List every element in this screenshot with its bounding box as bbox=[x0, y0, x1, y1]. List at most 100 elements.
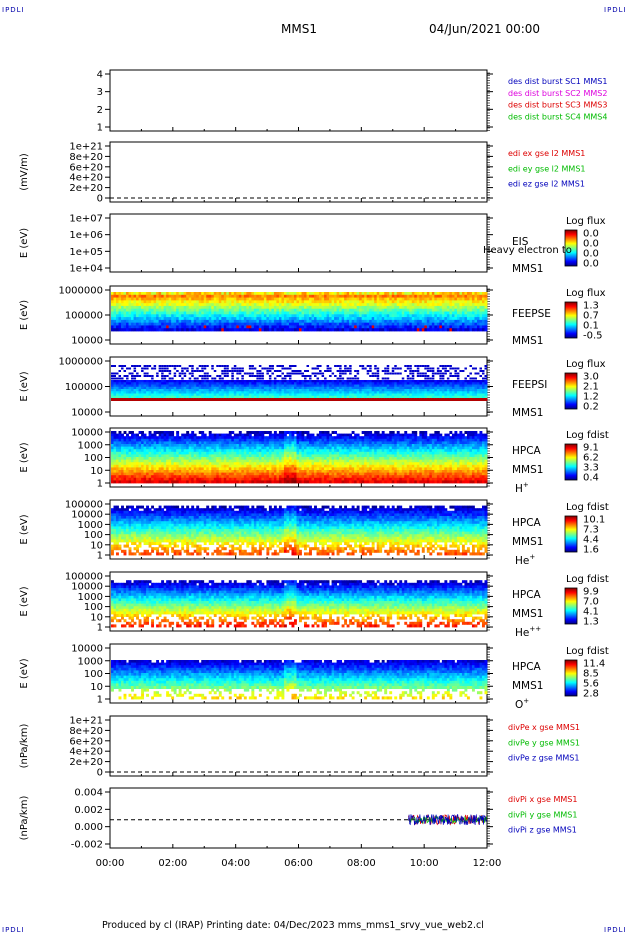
heatmap-cell bbox=[221, 380, 225, 383]
heatmap-cell bbox=[223, 386, 227, 390]
instrument-label: FEEPSE bbox=[512, 308, 551, 320]
heatmap-cell bbox=[208, 382, 212, 385]
heatmap-cell bbox=[176, 451, 180, 455]
heatmap-cell bbox=[138, 470, 142, 473]
heatmap-cell bbox=[476, 297, 480, 301]
heatmap-cell bbox=[268, 294, 272, 298]
heatmap-cell bbox=[286, 325, 290, 329]
heatmap-cell bbox=[281, 325, 285, 329]
heatmap-cell bbox=[461, 386, 465, 390]
heatmap-cell bbox=[193, 382, 197, 385]
heatmap-cell bbox=[261, 319, 265, 324]
heatmap-cell bbox=[276, 384, 280, 388]
heatmap-cell bbox=[476, 308, 480, 312]
heatmap-cell bbox=[304, 300, 307, 304]
heatmap-cell bbox=[131, 454, 134, 458]
heatmap-cell bbox=[293, 365, 297, 367]
heatmap-cell bbox=[421, 303, 425, 307]
heatmap-cell bbox=[376, 303, 380, 307]
heatmap-cell bbox=[364, 382, 368, 385]
heatmap-cell bbox=[201, 297, 205, 301]
heatmap-cell bbox=[243, 389, 247, 392]
heatmap-cell bbox=[213, 308, 217, 312]
heatmap-cell bbox=[173, 436, 177, 440]
heatmap-cell bbox=[354, 391, 358, 394]
heatmap-cell bbox=[153, 467, 157, 471]
heatmap-cell bbox=[203, 451, 207, 455]
heatmap-cell bbox=[156, 431, 160, 434]
heatmap-cell bbox=[351, 386, 355, 390]
heatmap-cell bbox=[201, 314, 205, 318]
heatmap-cell bbox=[319, 314, 322, 318]
heatmap-cell bbox=[419, 303, 423, 307]
heatmap-cell bbox=[386, 317, 390, 321]
heatmap-cell bbox=[481, 377, 485, 380]
heatmap-cell bbox=[166, 444, 170, 447]
heatmap-cell bbox=[208, 319, 212, 324]
heatmap-cell bbox=[286, 300, 290, 304]
heatmap-cell bbox=[411, 314, 415, 318]
heatmap-cell bbox=[201, 480, 205, 484]
heatmap-cell bbox=[469, 303, 473, 307]
heatmap-cell bbox=[148, 395, 152, 399]
heatmap-cell bbox=[288, 292, 292, 296]
heatmap-cell bbox=[136, 454, 139, 458]
heatmap-cell bbox=[444, 328, 448, 332]
heatmap-cell bbox=[341, 319, 345, 324]
heatmap-cell bbox=[481, 308, 485, 312]
heatmap-cell bbox=[426, 300, 430, 304]
heatmap-cell bbox=[151, 475, 155, 479]
heatmap-cell bbox=[316, 367, 320, 370]
heatmap-cell bbox=[193, 480, 197, 484]
heatmap-cell bbox=[314, 325, 317, 329]
heatmap-cell bbox=[203, 398, 207, 401]
heatmap-cell bbox=[299, 382, 302, 385]
heatmap-cell bbox=[431, 314, 435, 318]
heatmap-cell bbox=[183, 480, 187, 484]
heatmap-cell bbox=[304, 377, 307, 380]
heatmap-cell bbox=[359, 305, 363, 310]
heatmap-cell bbox=[401, 300, 405, 304]
y-tick-label: 2 bbox=[97, 105, 103, 116]
heatmap-cell bbox=[138, 308, 142, 312]
heatmap-cell bbox=[116, 459, 119, 463]
heatmap-cell bbox=[193, 389, 197, 392]
heatmap-cell bbox=[168, 328, 172, 332]
heatmap-cell bbox=[191, 292, 195, 296]
heatmap-cell bbox=[414, 300, 418, 304]
heatmap-cell bbox=[141, 370, 144, 372]
heatmap-cell bbox=[339, 377, 342, 380]
heatmap-cell bbox=[466, 325, 470, 329]
heatmap-cell bbox=[356, 393, 360, 397]
heatmap-cell bbox=[354, 375, 357, 377]
heatmap-cell bbox=[196, 475, 200, 479]
heatmap-cell bbox=[471, 319, 475, 324]
heatmap-cell bbox=[374, 375, 377, 377]
heatmap-cell bbox=[238, 322, 242, 326]
heatmap-cell bbox=[161, 292, 165, 296]
heatmap-cell bbox=[203, 480, 207, 484]
heatmap-cell bbox=[118, 398, 122, 401]
heatmap-cell bbox=[469, 380, 473, 383]
heatmap-cell bbox=[256, 303, 260, 307]
heatmap-cell bbox=[121, 475, 124, 479]
heatmap-cell bbox=[421, 389, 425, 392]
heatmap-cell bbox=[168, 451, 172, 455]
heatmap-cell bbox=[293, 308, 297, 312]
heatmap-cell bbox=[156, 480, 160, 484]
heatmap-cell bbox=[404, 308, 408, 312]
heatmap-cell bbox=[366, 300, 370, 304]
heatmap-cell bbox=[233, 294, 237, 298]
heatmap-cell bbox=[439, 384, 443, 388]
heatmap-cell bbox=[399, 393, 403, 397]
heatmap-cell bbox=[253, 308, 257, 312]
heatmap-cell bbox=[116, 391, 119, 394]
heatmap-cell bbox=[406, 311, 410, 315]
heatmap-cell bbox=[359, 365, 362, 367]
heatmap-cell bbox=[474, 386, 478, 390]
heatmap-cell bbox=[263, 380, 267, 383]
heatmap-cell bbox=[444, 311, 448, 315]
heatmap-cell bbox=[121, 446, 124, 450]
heatmap-cell bbox=[133, 477, 137, 481]
heatmap-cell bbox=[326, 319, 330, 324]
